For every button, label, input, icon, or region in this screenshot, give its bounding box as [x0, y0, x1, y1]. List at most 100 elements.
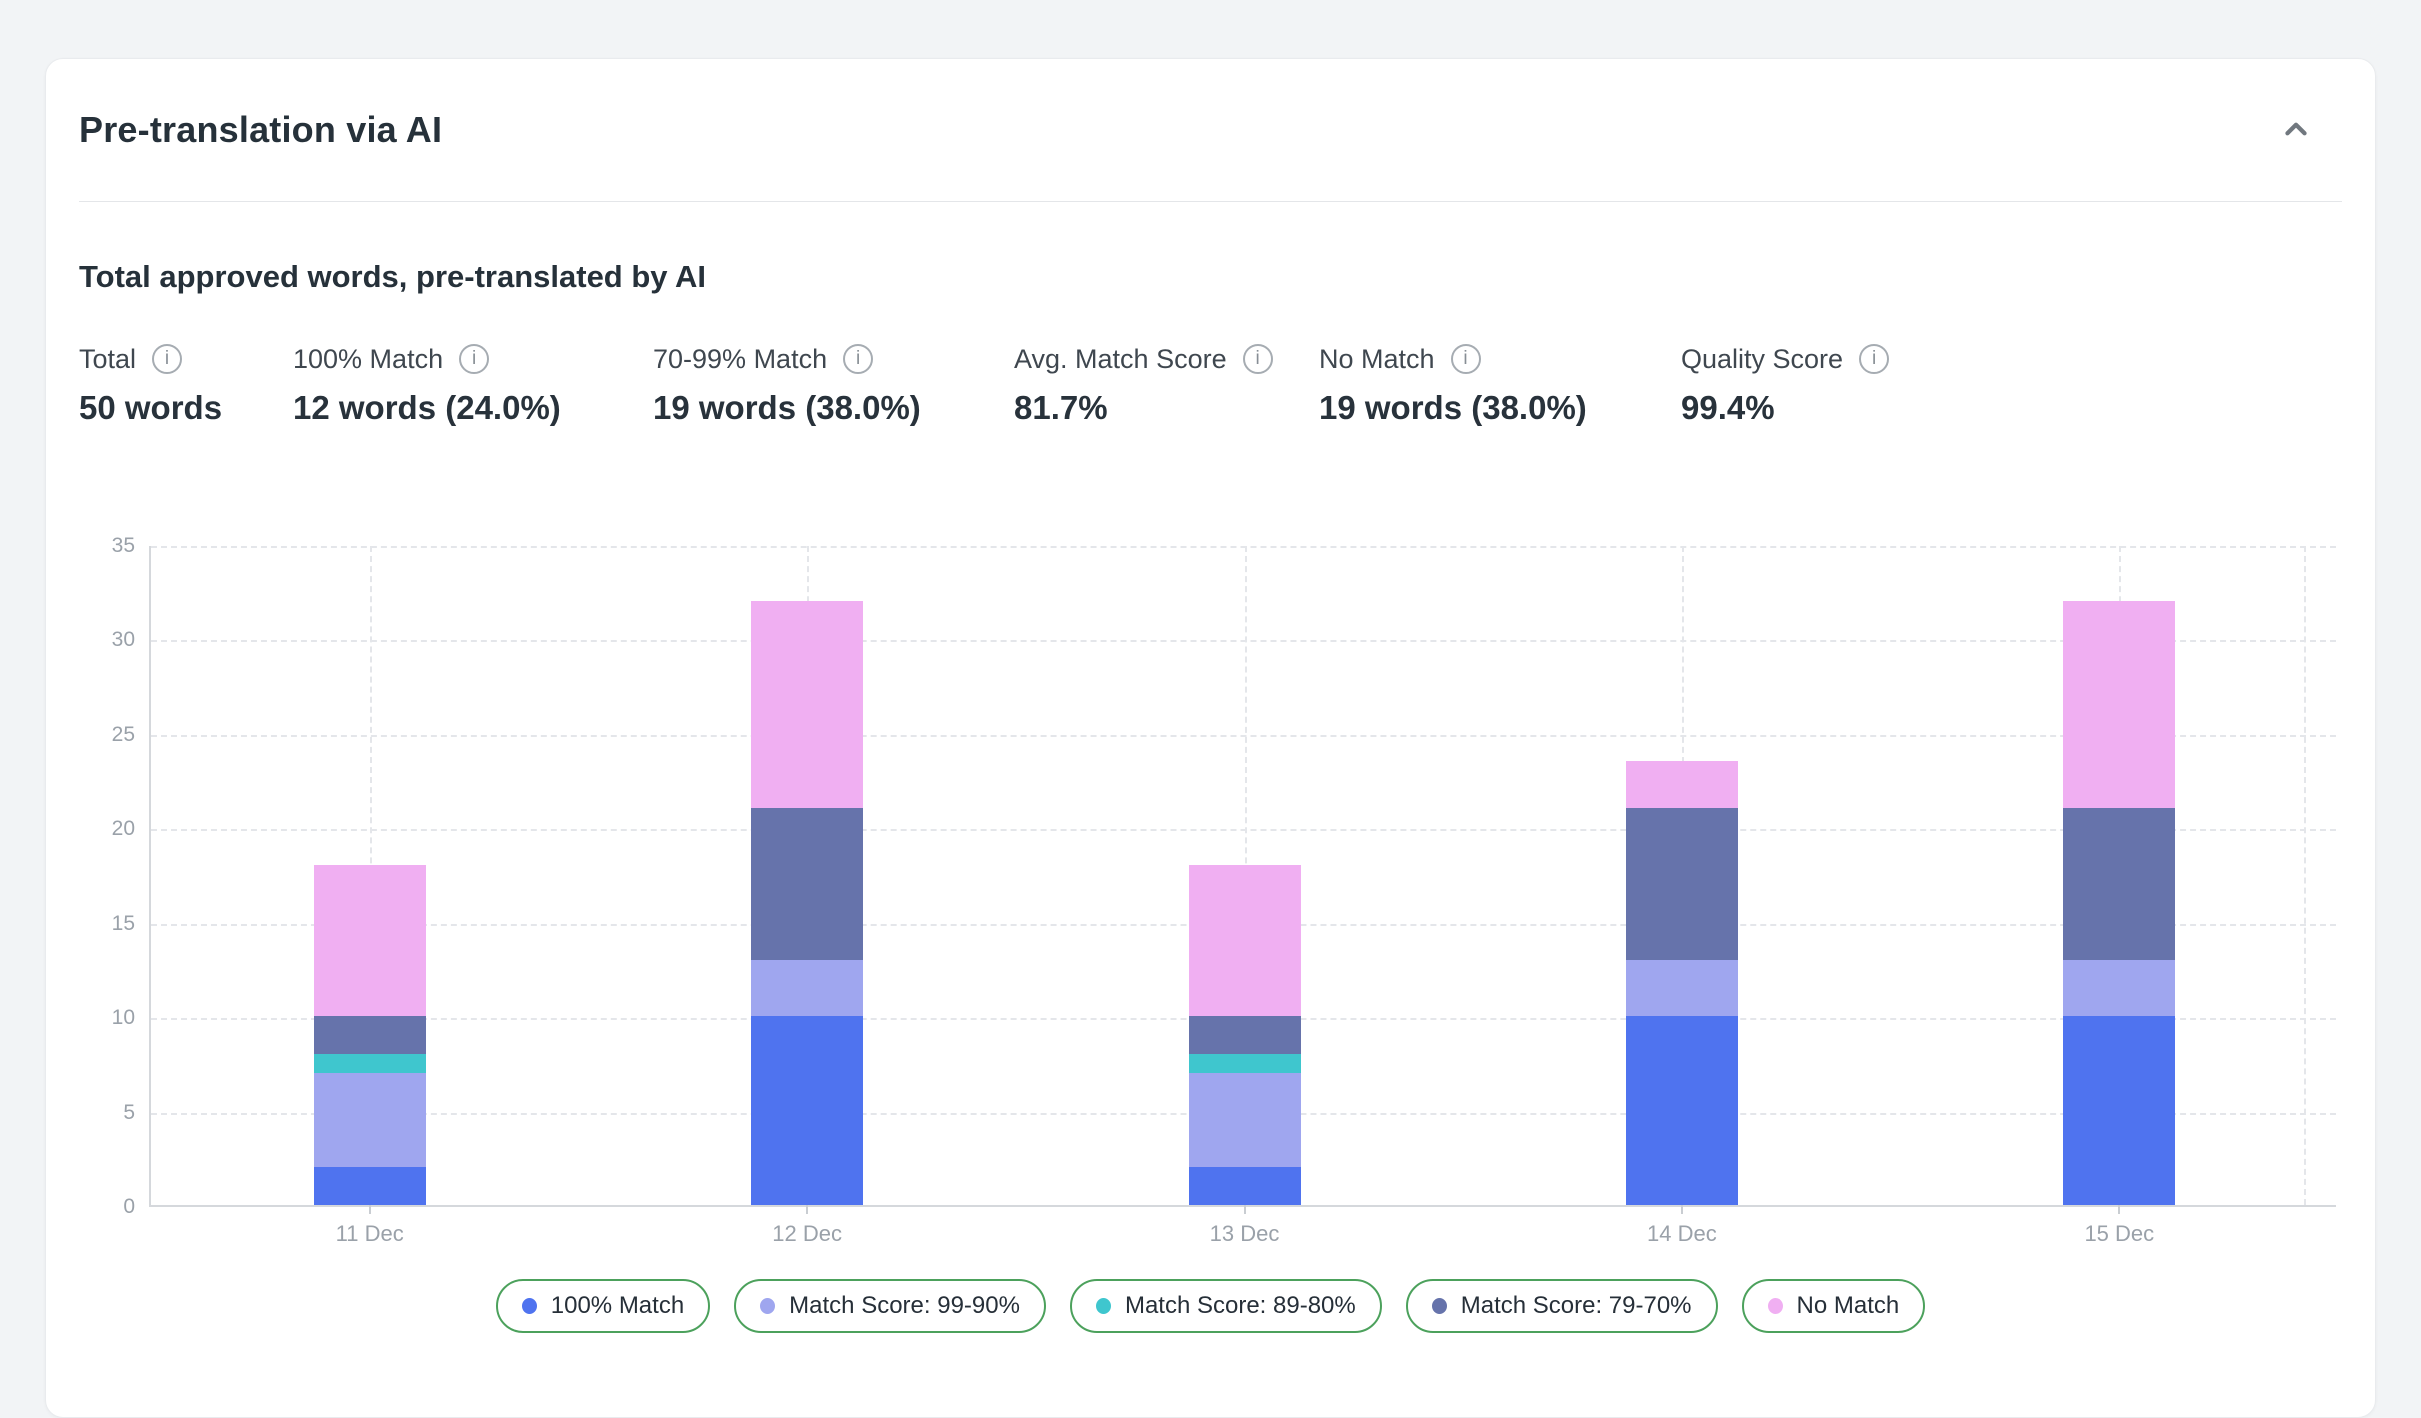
- stat-label-row: Avg. Match Score i: [1014, 342, 1273, 376]
- y-axis-tick-label: 0: [123, 1195, 135, 1218]
- bar-segment[interactable]: [1625, 761, 1738, 809]
- bar: [1188, 865, 1301, 1205]
- bar-segment[interactable]: [751, 959, 864, 1017]
- collapse-button[interactable]: [2272, 105, 2320, 156]
- stat-value: 99.4%: [1681, 389, 1775, 426]
- bar: [313, 865, 426, 1205]
- legend-item-match-score-79-70-[interactable]: Match Score: 79-70%: [1405, 1279, 1718, 1333]
- x-axis-tick-label: 13 Dec: [1209, 1221, 1280, 1246]
- legend-color-dot: [760, 1298, 776, 1314]
- x-axis-tick-label: 15 Dec: [2084, 1221, 2155, 1246]
- x-axis-tick-mark: [1680, 1205, 1683, 1214]
- stat-value: 19 words (38.0%): [653, 389, 921, 426]
- info-icon[interactable]: i: [152, 344, 183, 374]
- stat-label-row: 100% Match i: [293, 342, 561, 376]
- legend-label: Match Score: 79-70%: [1460, 1292, 1692, 1319]
- y-axis-tick-label: 15: [111, 911, 135, 935]
- bar-segment[interactable]: [313, 1167, 426, 1205]
- bar-segment[interactable]: [1188, 1167, 1301, 1205]
- stat-label: No Match: [1319, 344, 1435, 374]
- stat-value: 19 words (38.0%): [1319, 389, 1587, 426]
- stat-label: 70-99% Match: [653, 344, 828, 374]
- bar-segment[interactable]: [1188, 1053, 1301, 1073]
- legend-color-dot: [521, 1298, 537, 1314]
- chart-legend: 100% Match Match Score: 99-90% Match Score…: [46, 1279, 2375, 1333]
- pre-translation-card: Pre-translation via AI Total approved wo…: [45, 58, 2376, 1418]
- stat-no-match: No Match i 19 words (38.0%): [1319, 342, 1587, 428]
- bar-segment[interactable]: [2063, 808, 2176, 960]
- bar-segment[interactable]: [1188, 1016, 1301, 1054]
- section-heading: Total approved words, pre-translated by …: [79, 259, 706, 294]
- legend-item-100-match[interactable]: 100% Match: [495, 1279, 711, 1333]
- header-divider: [79, 201, 2342, 202]
- bar-segment[interactable]: [2063, 959, 2176, 1017]
- legend-label: No Match: [1796, 1292, 1900, 1319]
- stat-value: 50 words: [79, 389, 223, 426]
- x-axis-tick-label: 12 Dec: [772, 1221, 842, 1246]
- bar-segment[interactable]: [751, 600, 864, 809]
- stat-label: 100% Match: [293, 344, 444, 374]
- card-header: Pre-translation via AI: [79, 59, 2320, 201]
- bar-segment[interactable]: [313, 1072, 426, 1168]
- stat-value: 81.7%: [1014, 389, 1108, 426]
- y-axis-tick-label: 20: [111, 817, 135, 841]
- stat-70-99-match: 70-99% Match i 19 words (38.0%): [653, 342, 921, 428]
- stat-label-row: Total i: [79, 342, 222, 376]
- bar-segment[interactable]: [1625, 1016, 1738, 1205]
- bar-segment[interactable]: [2063, 600, 2176, 809]
- stat-100-match: 100% Match i 12 words (24.0%): [293, 342, 561, 428]
- y-axis-tick-label: 25: [111, 722, 135, 746]
- legend-item-no-match[interactable]: No Match: [1741, 1279, 1926, 1333]
- info-icon[interactable]: i: [1242, 344, 1273, 374]
- x-axis-tick-mark: [2118, 1205, 2121, 1214]
- y-axis-tick-label: 30: [111, 628, 135, 652]
- bar-segment[interactable]: [1625, 959, 1738, 1017]
- stat-value: 12 words (24.0%): [293, 389, 561, 426]
- chevron-up-icon: [2280, 113, 2312, 148]
- x-axis-tick-mark: [806, 1205, 809, 1214]
- y-axis-tick-label: 10: [111, 1006, 135, 1030]
- stat-label: Avg. Match Score: [1014, 344, 1227, 374]
- bar-segment[interactable]: [2063, 1016, 2176, 1205]
- stat-label-row: 70-99% Match i: [653, 342, 921, 376]
- bar-segment[interactable]: [1188, 1072, 1301, 1168]
- bar-segment[interactable]: [751, 808, 864, 960]
- info-icon[interactable]: i: [843, 344, 874, 374]
- stat-avg-match-score: Avg. Match Score i 81.7%: [1014, 342, 1273, 428]
- h-gridline: [151, 546, 2336, 548]
- x-axis-tick-mark: [1243, 1205, 1246, 1214]
- bar: [2063, 600, 2176, 1205]
- y-axis-tick-label: 35: [111, 534, 135, 557]
- bar-segment[interactable]: [313, 1053, 426, 1073]
- y-axis-tick-label: 5: [123, 1100, 135, 1124]
- info-icon[interactable]: i: [1450, 344, 1481, 374]
- stacked-bar-chart: 0 5 10 15 20 25 30 35 11 Dec 12 Dec 13 Dec 14 Dec 15…: [112, 534, 2336, 1246]
- stat-label: Quality Score: [1681, 344, 1844, 374]
- stat-label: Total: [79, 344, 137, 374]
- legend-label: Match Score: 89-80%: [1124, 1292, 1356, 1319]
- legend-color-dot: [1767, 1298, 1783, 1314]
- bar: [751, 600, 864, 1205]
- legend-color-dot: [1431, 1298, 1447, 1314]
- legend-item-match-score-89-80-[interactable]: Match Score: 89-80%: [1069, 1279, 1382, 1333]
- stat-quality-score: Quality Score i 99.4%: [1681, 342, 1890, 428]
- stat-total: Total i 50 words: [79, 342, 222, 428]
- bar-segment[interactable]: [313, 1016, 426, 1054]
- info-icon[interactable]: i: [459, 344, 490, 374]
- legend-item-match-score-99-90-[interactable]: Match Score: 99-90%: [734, 1279, 1046, 1333]
- bar: [1625, 761, 1738, 1205]
- bar-segment[interactable]: [1625, 808, 1738, 960]
- bar-segment[interactable]: [751, 1016, 864, 1205]
- legend-color-dot: [1095, 1298, 1111, 1314]
- h-gridline: [151, 829, 2336, 832]
- legend-label: Match Score: 99-90%: [789, 1292, 1020, 1319]
- stat-label-row: No Match i: [1319, 342, 1587, 376]
- h-gridline: [151, 734, 2336, 737]
- info-icon[interactable]: i: [1859, 344, 1890, 374]
- h-gridline: [151, 640, 2336, 643]
- x-axis-tick-label: 11 Dec: [335, 1221, 404, 1246]
- stat-label-row: Quality Score i: [1681, 342, 1890, 376]
- x-axis-tick-label: 14 Dec: [1647, 1221, 1717, 1246]
- bar-segment[interactable]: [313, 865, 426, 1017]
- bar-segment[interactable]: [1188, 865, 1301, 1017]
